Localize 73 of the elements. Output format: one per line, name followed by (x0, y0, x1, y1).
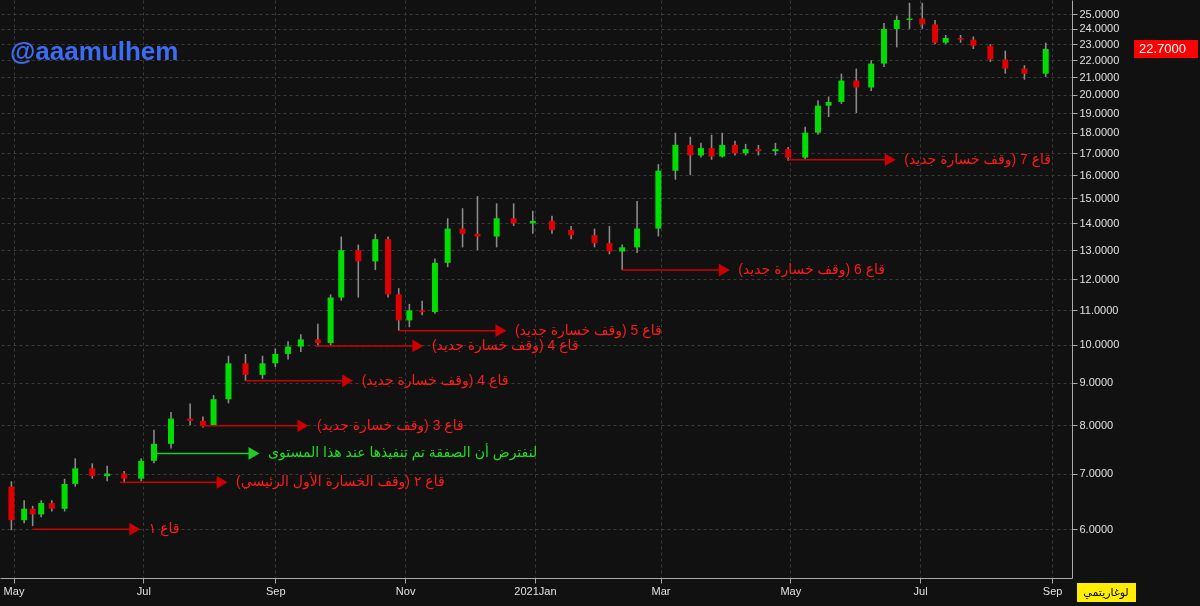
text: لوغاريتمي (1083, 586, 1129, 599)
candlestick (419, 299, 426, 317)
candlestick (474, 195, 481, 251)
x-tick-label: 2021Jan (514, 584, 557, 597)
candlestick (591, 227, 598, 249)
candlestick (838, 72, 845, 105)
x-tick-label: May (780, 584, 802, 597)
candlestick (932, 19, 939, 46)
x-tick-label: Jul (136, 584, 151, 597)
y-tick-label: 15.0000 (1079, 191, 1120, 204)
candlestick (687, 135, 694, 176)
y-tick-label: 23.0000 (1079, 37, 1120, 50)
candlestick (187, 402, 194, 427)
text: 22.7000 (1139, 40, 1186, 56)
annotation: قاع 7 (وقف خسارة جديد) (904, 150, 1052, 168)
annotation: قاع 3 (وقف خسارة جديد) (316, 416, 464, 434)
candlestick (634, 200, 641, 254)
candlestick (719, 131, 726, 159)
y-tick-label: 8.0000 (1079, 418, 1114, 431)
y-tick-label: 9.0000 (1079, 376, 1114, 389)
text: @aaamulhem (10, 36, 179, 66)
candlestick (619, 243, 626, 271)
candlestick (285, 340, 292, 361)
annotation: قاع 5 (وقف خسارة جديد) (514, 321, 662, 339)
annotation: قاع 4 (وقف خسارة جديد) (361, 371, 509, 389)
candlestick (708, 133, 715, 161)
candlestick (510, 202, 517, 227)
y-tick-label: 21.0000 (1079, 70, 1120, 83)
candlestick (493, 202, 500, 249)
x-tick-label: Sep (266, 584, 286, 597)
y-tick-label: 10.0000 (1079, 338, 1120, 351)
candlestick (406, 303, 413, 328)
x-tick-label: Jul (913, 584, 928, 597)
y-tick-label: 19.0000 (1079, 106, 1120, 119)
candlestick (459, 207, 466, 249)
candlestick (1002, 49, 1009, 75)
candlestick (314, 322, 321, 348)
annotation: قاع 6 (وقف خسارة جديد) (738, 261, 886, 279)
y-tick-label: 25.0000 (1079, 7, 1120, 20)
candlestick (259, 354, 266, 380)
x-tick-label: May (3, 584, 25, 597)
candlestick (138, 457, 145, 483)
y-tick-label: 7.0000 (1079, 467, 1114, 479)
candlestick (825, 95, 832, 118)
candlestick (355, 243, 362, 299)
candlestick (72, 457, 79, 488)
candlestick (272, 347, 279, 368)
y-tick-label: 17.0000 (1079, 146, 1120, 159)
annotation: قاع ١ (148, 520, 180, 538)
y-tick-label: 12.0000 (1079, 272, 1120, 285)
candlestick (868, 59, 875, 92)
annotation: قاع ٢ (وقف الخسارة الأول الرئيسي) (236, 472, 445, 491)
annotation: لنفترض أن الصفقة تم تنفيذها عند هذا المستوى (268, 443, 538, 462)
y-tick-label: 24.0000 (1079, 22, 1120, 35)
y-tick-label: 22.0000 (1079, 53, 1120, 66)
candlestick (548, 214, 555, 235)
candlestick (21, 499, 28, 524)
y-tick-label: 14.0000 (1079, 216, 1120, 229)
candlestick (242, 353, 249, 382)
candlestick (372, 233, 379, 271)
y-tick-label: 6.0000 (1079, 522, 1114, 535)
y-tick-label: 11.0000 (1079, 303, 1119, 316)
y-tick-label: 18.0000 (1079, 126, 1120, 139)
y-tick-label: 13.0000 (1079, 243, 1120, 256)
candlestick (606, 225, 613, 256)
candlestick (893, 14, 900, 49)
candlestick (150, 429, 157, 465)
y-tick-label: 20.0000 (1079, 88, 1120, 101)
x-tick-label: Sep (1042, 584, 1063, 597)
x-tick-label: Mar (651, 584, 671, 597)
candlestick (853, 67, 860, 114)
y-tick-label: 16.0000 (1079, 168, 1120, 181)
x-tick-label: Nov (395, 584, 416, 597)
